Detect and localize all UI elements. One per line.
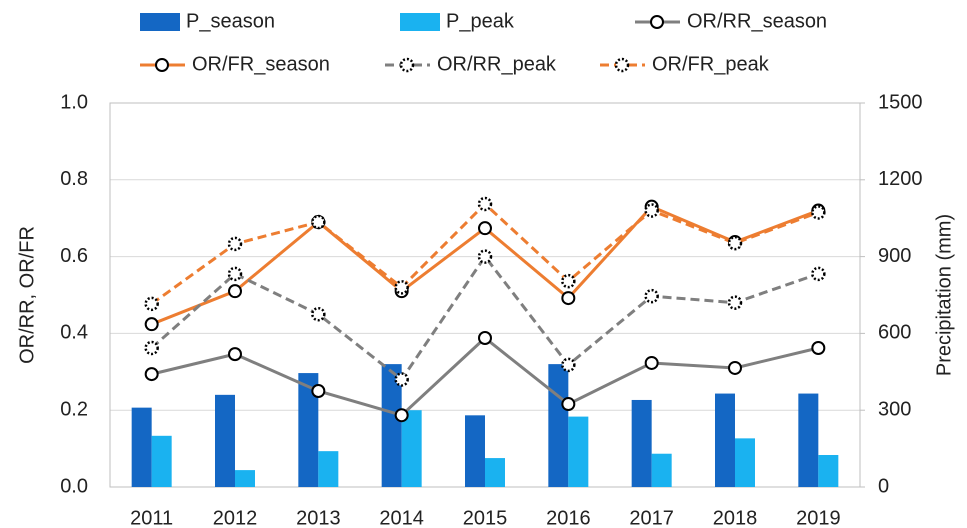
- bar: [465, 415, 485, 487]
- marker: [311, 306, 326, 322]
- bar: [798, 393, 819, 487]
- marker: [644, 355, 659, 370]
- y-tick-label: 0.4: [60, 322, 88, 344]
- marker: [228, 284, 242, 299]
- y2-tick-label: 300: [878, 398, 911, 420]
- bar: [215, 394, 235, 487]
- bar: [651, 453, 672, 487]
- x-tick-label: 2015: [463, 507, 508, 528]
- marker: [144, 340, 159, 356]
- bar: [568, 416, 589, 487]
- legend-label: OR/FR_season: [192, 53, 330, 75]
- marker: [727, 235, 743, 251]
- y2-tick-label: 0: [878, 475, 889, 497]
- bar: [735, 438, 755, 487]
- y2-tick-label: 1200: [878, 168, 923, 190]
- y-tick-label: 0.2: [60, 398, 88, 420]
- legend-label: P_season: [186, 10, 275, 32]
- bar: [318, 451, 339, 487]
- y2-tick-label: 1500: [878, 91, 923, 113]
- marker: [478, 331, 492, 346]
- marker: [811, 340, 826, 355]
- marker: [394, 372, 409, 387]
- y-tick-label: 0.0: [60, 475, 88, 497]
- y2-tick-label: 600: [878, 322, 911, 344]
- bar: [151, 435, 172, 487]
- legend-marker: [399, 57, 415, 73]
- line: [150, 254, 819, 382]
- marker: [561, 357, 576, 373]
- legend-label: OR/RR_season: [687, 10, 827, 32]
- marker: [144, 317, 159, 332]
- marker: [394, 408, 409, 423]
- bar: [818, 455, 839, 487]
- y-tick-label: 0.8: [60, 168, 88, 190]
- bar: [631, 399, 652, 487]
- marker: [561, 273, 576, 289]
- y2-tick-label: 900: [878, 245, 911, 267]
- legend-marker: [650, 15, 664, 29]
- marker: [311, 214, 326, 230]
- marker: [227, 236, 243, 252]
- y2-axis-label: Precipitation (mm): [933, 214, 955, 376]
- legend-swatch: [400, 13, 440, 31]
- marker: [477, 249, 493, 264]
- x-tick-label: 2016: [546, 507, 591, 528]
- marker: [477, 196, 493, 212]
- x-tick-label: 2014: [379, 507, 424, 528]
- x-tick-label: 2013: [296, 507, 341, 528]
- marker: [728, 360, 742, 375]
- legend-swatch: [140, 13, 180, 31]
- marker: [644, 288, 659, 304]
- marker: [644, 203, 659, 218]
- x-tick-label: 2018: [713, 507, 758, 528]
- marker: [394, 280, 409, 295]
- marker: [144, 296, 159, 312]
- bar: [298, 373, 319, 487]
- bar: [381, 364, 402, 487]
- marker: [811, 205, 826, 220]
- bar: [401, 410, 422, 487]
- bar: [485, 458, 505, 487]
- bar: [715, 393, 735, 487]
- legend-label: OR/FR_peak: [652, 53, 770, 75]
- legend-label: P_peak: [446, 10, 515, 32]
- x-tick-label: 2017: [629, 507, 674, 528]
- bar: [548, 364, 569, 487]
- legend-label: OR/RR_peak: [437, 53, 557, 75]
- x-tick-label: 2012: [213, 507, 258, 528]
- marker: [227, 266, 243, 282]
- marker: [311, 384, 326, 398]
- y-tick-label: 1.0: [60, 91, 88, 113]
- legend-marker: [155, 58, 169, 72]
- x-tick-label: 2019: [796, 507, 841, 528]
- marker: [144, 367, 159, 382]
- x-tick-label: 2011: [130, 507, 173, 528]
- marker: [478, 221, 492, 236]
- y-tick-label: 0.6: [60, 245, 88, 267]
- marker: [228, 347, 242, 362]
- marker: [811, 266, 826, 282]
- legend-marker: [614, 57, 630, 73]
- bar: [131, 407, 152, 487]
- marker: [561, 291, 576, 306]
- marker: [561, 397, 576, 412]
- bar: [235, 470, 255, 487]
- y-axis-label: OR/RR, OR/FR: [16, 226, 38, 364]
- marker: [727, 295, 743, 310]
